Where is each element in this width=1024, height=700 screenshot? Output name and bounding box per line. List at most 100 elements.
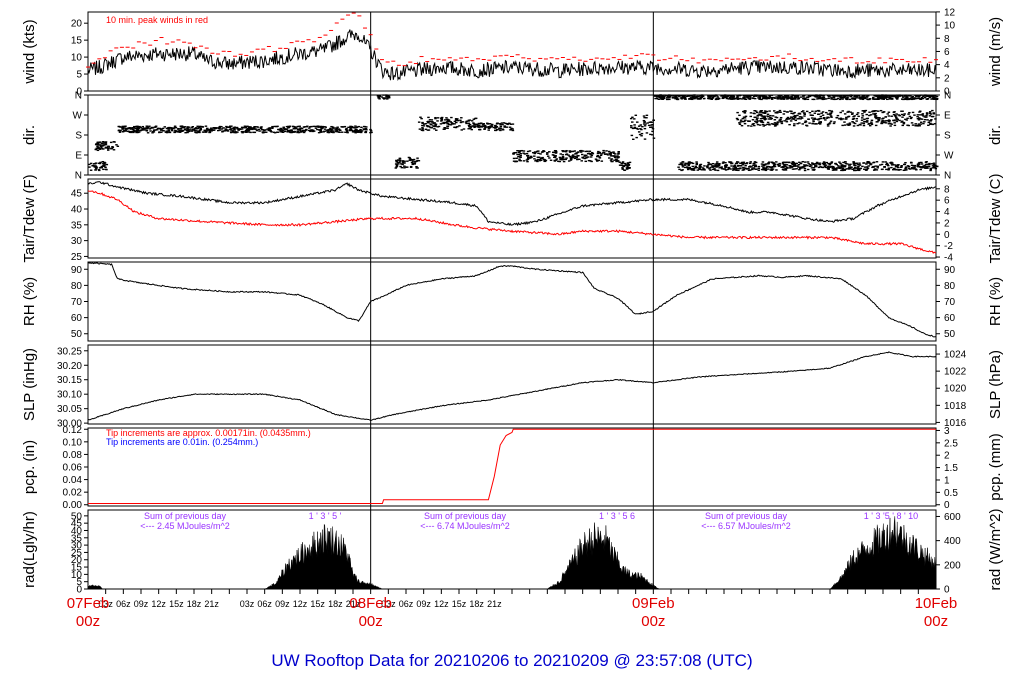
hour-label: 12z xyxy=(293,599,308,609)
dir-y2tick-label: S xyxy=(944,131,951,142)
rad-y2tick-label: 200 xyxy=(944,560,961,571)
rh-ytick-label: 60 xyxy=(71,313,83,324)
rad-ytick-label: 45 xyxy=(71,519,83,530)
wind-y2tick-label: 6 xyxy=(944,47,950,58)
rh-ytick-label: 50 xyxy=(71,329,83,340)
pcp-y2tick-label: 1 xyxy=(944,475,950,486)
wind-y2tick-label: 10 xyxy=(944,21,956,32)
temp-y2tick-label: 6 xyxy=(944,196,950,207)
pcp-ytick-label: 0.12 xyxy=(63,425,83,436)
rh-y2tick-label: 70 xyxy=(944,297,956,308)
slp-ytick-label: 30.10 xyxy=(57,390,82,401)
hour-label: 21z xyxy=(204,599,219,609)
pcp-ytick-label: 0.02 xyxy=(63,488,83,499)
slp-ytick-label: 30.20 xyxy=(57,361,82,372)
day-date-label: 07Feb xyxy=(67,595,110,612)
wind-y2label: wind (m/s) xyxy=(987,17,1004,87)
wind-y2tick-label: 8 xyxy=(944,34,950,45)
panel-pcp: pcp. (in) pcp. (mm) 0.000.02 0.040.06 0.08 0.… xyxy=(21,425,1004,511)
temp-series-1 xyxy=(87,190,937,254)
slp-ytick-label: 30.05 xyxy=(57,404,82,415)
temp-ytick-label: 25 xyxy=(71,252,83,263)
dir-ytick-label: E xyxy=(75,151,82,162)
pcp-ytick-label: 0.08 xyxy=(63,450,83,461)
x-axis: 03z 06z 09z 12z 15z 18z 21z 03z 06z 09z 12z 15z 18z 2… xyxy=(67,589,957,630)
rh-ylabel: RH (%) xyxy=(21,277,38,326)
wind-ytick-label: 20 xyxy=(71,19,83,30)
rad-ytick-label: 35 xyxy=(71,533,83,544)
dir-ytick-label: N xyxy=(75,91,82,102)
pcp-ytick-label: 0.04 xyxy=(63,475,83,486)
hour-label: 03z xyxy=(381,599,396,609)
hour-label: 18z xyxy=(187,599,202,609)
slp-ytick-label: 30.00 xyxy=(57,419,82,430)
hour-label: 03z xyxy=(98,599,113,609)
hour-label: 21z xyxy=(346,599,361,609)
dir-y2tick-label: N xyxy=(944,171,951,182)
pcp-ytick-label: 0.10 xyxy=(63,437,83,448)
wind-y2tick-label: 4 xyxy=(944,60,950,71)
wind-ytick-label: 0 xyxy=(76,87,82,98)
rad-hours: 1 ' 3 ' 5 6 xyxy=(599,511,635,521)
hour-label: 15z xyxy=(310,599,325,609)
rh-series-0 xyxy=(87,262,937,338)
pcp-y2tick-label: 0 xyxy=(944,500,950,511)
day-hour-label: 00z xyxy=(359,613,383,630)
dir-ylabel: dir. xyxy=(21,125,38,145)
day-hour-label: 00z xyxy=(641,613,665,630)
slp-ylabel: SLP (inHg) xyxy=(21,348,38,421)
rad-sum-value: <--- 6.74 MJoules/m^2 xyxy=(420,521,510,531)
pcp-note: Tip increments are approx. 0.00171in. (0… xyxy=(106,428,311,438)
slp-y2tick-label: 1016 xyxy=(944,418,967,429)
temp-ylabel: Tair/Tdew (F) xyxy=(21,174,38,262)
slp-series-0 xyxy=(87,351,937,422)
rh-ytick-label: 90 xyxy=(71,265,83,276)
slp-y2label: SLP (hPa) xyxy=(987,350,1004,419)
temp-ytick-label: 40 xyxy=(71,205,83,216)
hour-label: 06z xyxy=(257,599,272,609)
slp-y2tick-label: 1024 xyxy=(944,350,967,361)
pcp-y2tick-label: 3 xyxy=(944,426,950,437)
rad-sum-label: Sum of previous day xyxy=(424,511,507,521)
pcp-series xyxy=(88,428,936,504)
rh-ytick-label: 80 xyxy=(71,281,83,292)
slp-y2tick-label: 1020 xyxy=(944,384,967,395)
dir-y2tick-label: W xyxy=(944,151,954,162)
rad-y2label: rad (W/m^2) xyxy=(987,508,1004,590)
panel-rh: RH (%) RH (%) 50 60 70 80 90 50 60 70 80 90 xyxy=(21,261,1004,342)
dir-y2tick-label: E xyxy=(944,111,951,122)
chart-title: UW Rooftop Data for 20210206 to 20210209… xyxy=(271,651,752,670)
rh-frame xyxy=(87,261,937,342)
temp-frame xyxy=(87,178,937,259)
wind-note: 10 min. peak winds in red xyxy=(106,15,208,25)
rad-y2tick-label: 600 xyxy=(944,512,961,523)
wind-frame xyxy=(87,11,937,92)
rad-y2tick-label: 400 xyxy=(944,536,961,547)
temp-y2tick-label: 4 xyxy=(944,207,950,218)
hour-label: 21z xyxy=(487,599,502,609)
rad-sum-label: Sum of previous day xyxy=(705,511,788,521)
pcp-y2label: pcp. (mm) xyxy=(987,433,1004,501)
hour-label: 15z xyxy=(169,599,184,609)
rad-ytick-label: 25 xyxy=(71,548,83,559)
temp-y2tick-label: -4 xyxy=(944,253,953,264)
rad-ytick-label: 0 xyxy=(76,585,82,596)
rad-ytick-label: 15 xyxy=(71,563,83,574)
temp-y2tick-label: 0 xyxy=(944,230,950,241)
temp-ytick-label: 45 xyxy=(71,189,83,200)
pcp-ytick-label: 0.00 xyxy=(63,500,83,511)
rh-y2tick-label: 50 xyxy=(944,329,956,340)
dir-ytick-label: W xyxy=(73,111,83,122)
day-hour-label: 00z xyxy=(76,613,100,630)
pcp-y2tick-label: 2.5 xyxy=(944,438,958,449)
rad-ylabel: rad(Lgly/hr) xyxy=(21,511,38,588)
day-date-label: 09Feb xyxy=(632,595,675,612)
slp-frame xyxy=(87,344,937,425)
pcp-y2tick-label: 2 xyxy=(944,451,950,462)
rad-ytick-label: 5 xyxy=(76,577,82,588)
temp-series-0 xyxy=(87,181,937,227)
slp-y2tick-label: 1018 xyxy=(944,401,967,412)
hour-label: 18z xyxy=(328,599,343,609)
rad-sum-value: <--- 6.57 MJoules/m^2 xyxy=(701,521,791,531)
